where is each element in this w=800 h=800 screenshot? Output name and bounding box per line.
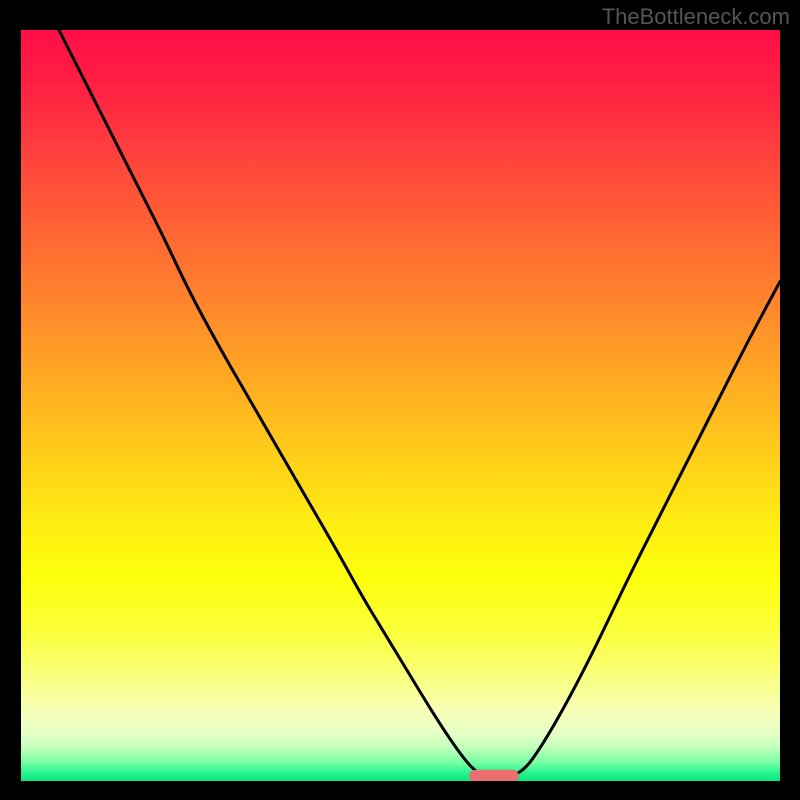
attribution-text: TheBottleneck.com bbox=[602, 4, 790, 30]
plot-svg bbox=[21, 30, 780, 781]
gradient-background bbox=[21, 30, 780, 781]
optimal-range-marker bbox=[469, 770, 518, 781]
plot-area bbox=[21, 30, 780, 781]
